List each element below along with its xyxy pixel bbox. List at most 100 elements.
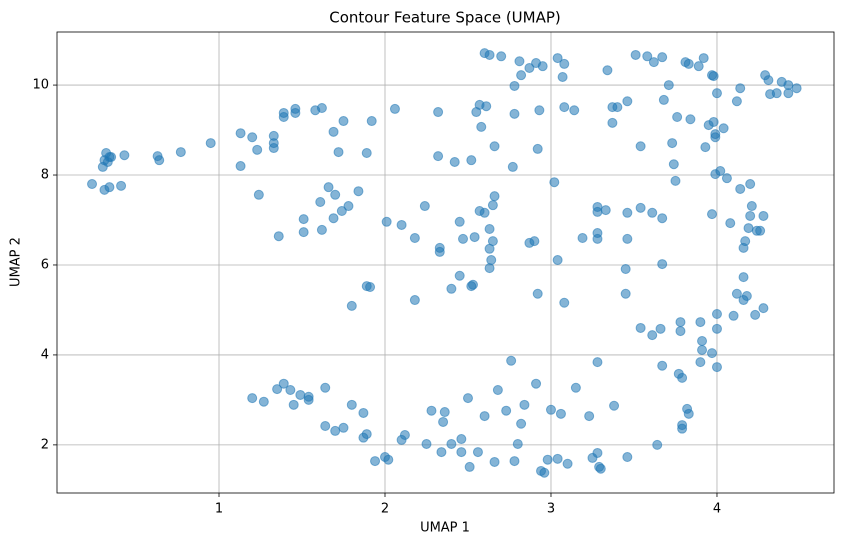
point xyxy=(658,94,669,105)
x-tick-label: 4 xyxy=(713,502,721,517)
point xyxy=(602,65,613,76)
point xyxy=(725,218,736,229)
point xyxy=(791,83,802,94)
point xyxy=(570,382,581,393)
point xyxy=(295,389,306,400)
point xyxy=(464,461,475,472)
point xyxy=(501,405,512,416)
chart-title: Contour Feature Space (UMAP) xyxy=(329,9,561,27)
x-tick-label: 1 xyxy=(215,502,223,517)
point xyxy=(738,272,749,283)
point xyxy=(677,372,688,383)
point xyxy=(439,407,450,418)
point xyxy=(695,317,706,328)
point xyxy=(642,51,653,62)
point xyxy=(531,378,542,389)
point xyxy=(718,123,729,134)
point xyxy=(635,202,646,213)
point xyxy=(436,447,447,458)
point xyxy=(247,132,258,143)
point xyxy=(509,456,520,467)
point xyxy=(622,452,633,463)
point xyxy=(516,70,527,81)
point xyxy=(252,144,263,155)
point xyxy=(456,447,467,458)
point xyxy=(507,161,518,172)
point xyxy=(205,138,216,149)
point xyxy=(741,291,752,302)
point xyxy=(592,357,603,368)
point xyxy=(735,183,746,194)
point xyxy=(670,175,681,186)
y-tick-label: 10 xyxy=(32,78,49,93)
point xyxy=(630,49,641,60)
point xyxy=(685,114,696,125)
point xyxy=(577,232,588,243)
point xyxy=(731,288,742,299)
point xyxy=(154,155,165,166)
plot-frame xyxy=(56,31,835,494)
point xyxy=(235,161,246,172)
point xyxy=(519,399,530,410)
point xyxy=(298,227,309,238)
point xyxy=(758,210,769,221)
point xyxy=(755,225,766,236)
point xyxy=(492,385,503,396)
point xyxy=(711,323,722,334)
point xyxy=(648,57,659,68)
point xyxy=(487,200,498,211)
point xyxy=(336,206,347,217)
point xyxy=(697,344,708,355)
point xyxy=(584,411,595,422)
point xyxy=(635,322,646,333)
point xyxy=(706,209,717,220)
point xyxy=(512,438,523,449)
point xyxy=(672,112,683,123)
point xyxy=(592,447,603,458)
point xyxy=(175,147,186,158)
point xyxy=(552,53,563,64)
point xyxy=(677,423,688,434)
point xyxy=(383,454,394,465)
point xyxy=(469,232,480,243)
point xyxy=(479,411,490,422)
point xyxy=(557,71,568,82)
point xyxy=(466,155,477,166)
point xyxy=(700,142,711,153)
point xyxy=(235,128,246,139)
point xyxy=(87,179,98,190)
point xyxy=(607,117,618,128)
point xyxy=(683,58,694,69)
point xyxy=(484,263,495,274)
point xyxy=(338,116,349,127)
point xyxy=(675,326,686,337)
point xyxy=(365,282,376,293)
point xyxy=(489,456,500,467)
point xyxy=(647,330,658,341)
point xyxy=(472,447,483,458)
point xyxy=(449,156,460,167)
point xyxy=(290,103,301,114)
point xyxy=(303,394,314,405)
point xyxy=(343,201,354,212)
point xyxy=(537,61,548,72)
point xyxy=(268,138,279,149)
point xyxy=(361,429,372,440)
point xyxy=(278,112,289,123)
point xyxy=(106,152,117,163)
point xyxy=(396,219,407,230)
point xyxy=(320,382,331,393)
point xyxy=(542,454,553,465)
point xyxy=(506,355,517,366)
point xyxy=(600,205,611,216)
point xyxy=(746,201,757,212)
point xyxy=(559,297,570,308)
point xyxy=(116,180,127,191)
point xyxy=(278,378,289,389)
point xyxy=(545,404,556,415)
point xyxy=(710,129,721,140)
point xyxy=(612,102,623,113)
point xyxy=(489,191,500,202)
point xyxy=(771,88,782,99)
point xyxy=(316,103,327,114)
